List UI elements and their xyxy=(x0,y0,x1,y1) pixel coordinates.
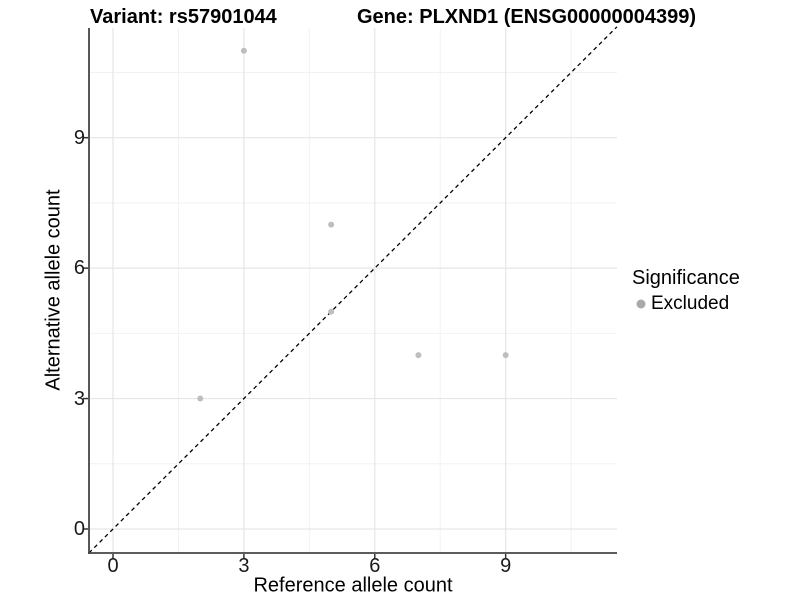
legend: Significance Excluded xyxy=(632,267,740,315)
x-tick-label: 3 xyxy=(238,555,250,577)
legend-item-label: Excluded xyxy=(651,293,730,314)
data-point xyxy=(328,221,335,228)
data-point xyxy=(240,47,247,54)
data-point xyxy=(197,395,204,402)
x-tick-label: 6 xyxy=(369,555,381,577)
legend-item-excluded: Excluded xyxy=(632,293,740,315)
x-tick-label: 9 xyxy=(500,555,512,577)
x-axis-title: Reference allele count xyxy=(253,574,453,597)
y-tick-label: 9 xyxy=(73,126,85,149)
x-tick-label: 0 xyxy=(107,555,119,577)
data-point xyxy=(328,308,335,315)
plot-title-gene: Gene: PLXND1 (ENSG00000004399) xyxy=(357,6,697,28)
y-tick-label: 3 xyxy=(73,387,85,410)
y-tick-label: 0 xyxy=(73,518,85,540)
legend-key xyxy=(632,296,649,313)
y-axis-title: Alternative allele count xyxy=(42,189,65,391)
legend-title: Significance xyxy=(632,267,740,289)
identity-reference-line xyxy=(88,26,618,554)
plot-title-variant: Variant: rs57901044 xyxy=(90,6,277,28)
excluded-marker-icon xyxy=(636,299,645,309)
data-point xyxy=(502,352,509,359)
y-tick-label: 6 xyxy=(73,257,85,280)
data-point xyxy=(415,352,422,359)
